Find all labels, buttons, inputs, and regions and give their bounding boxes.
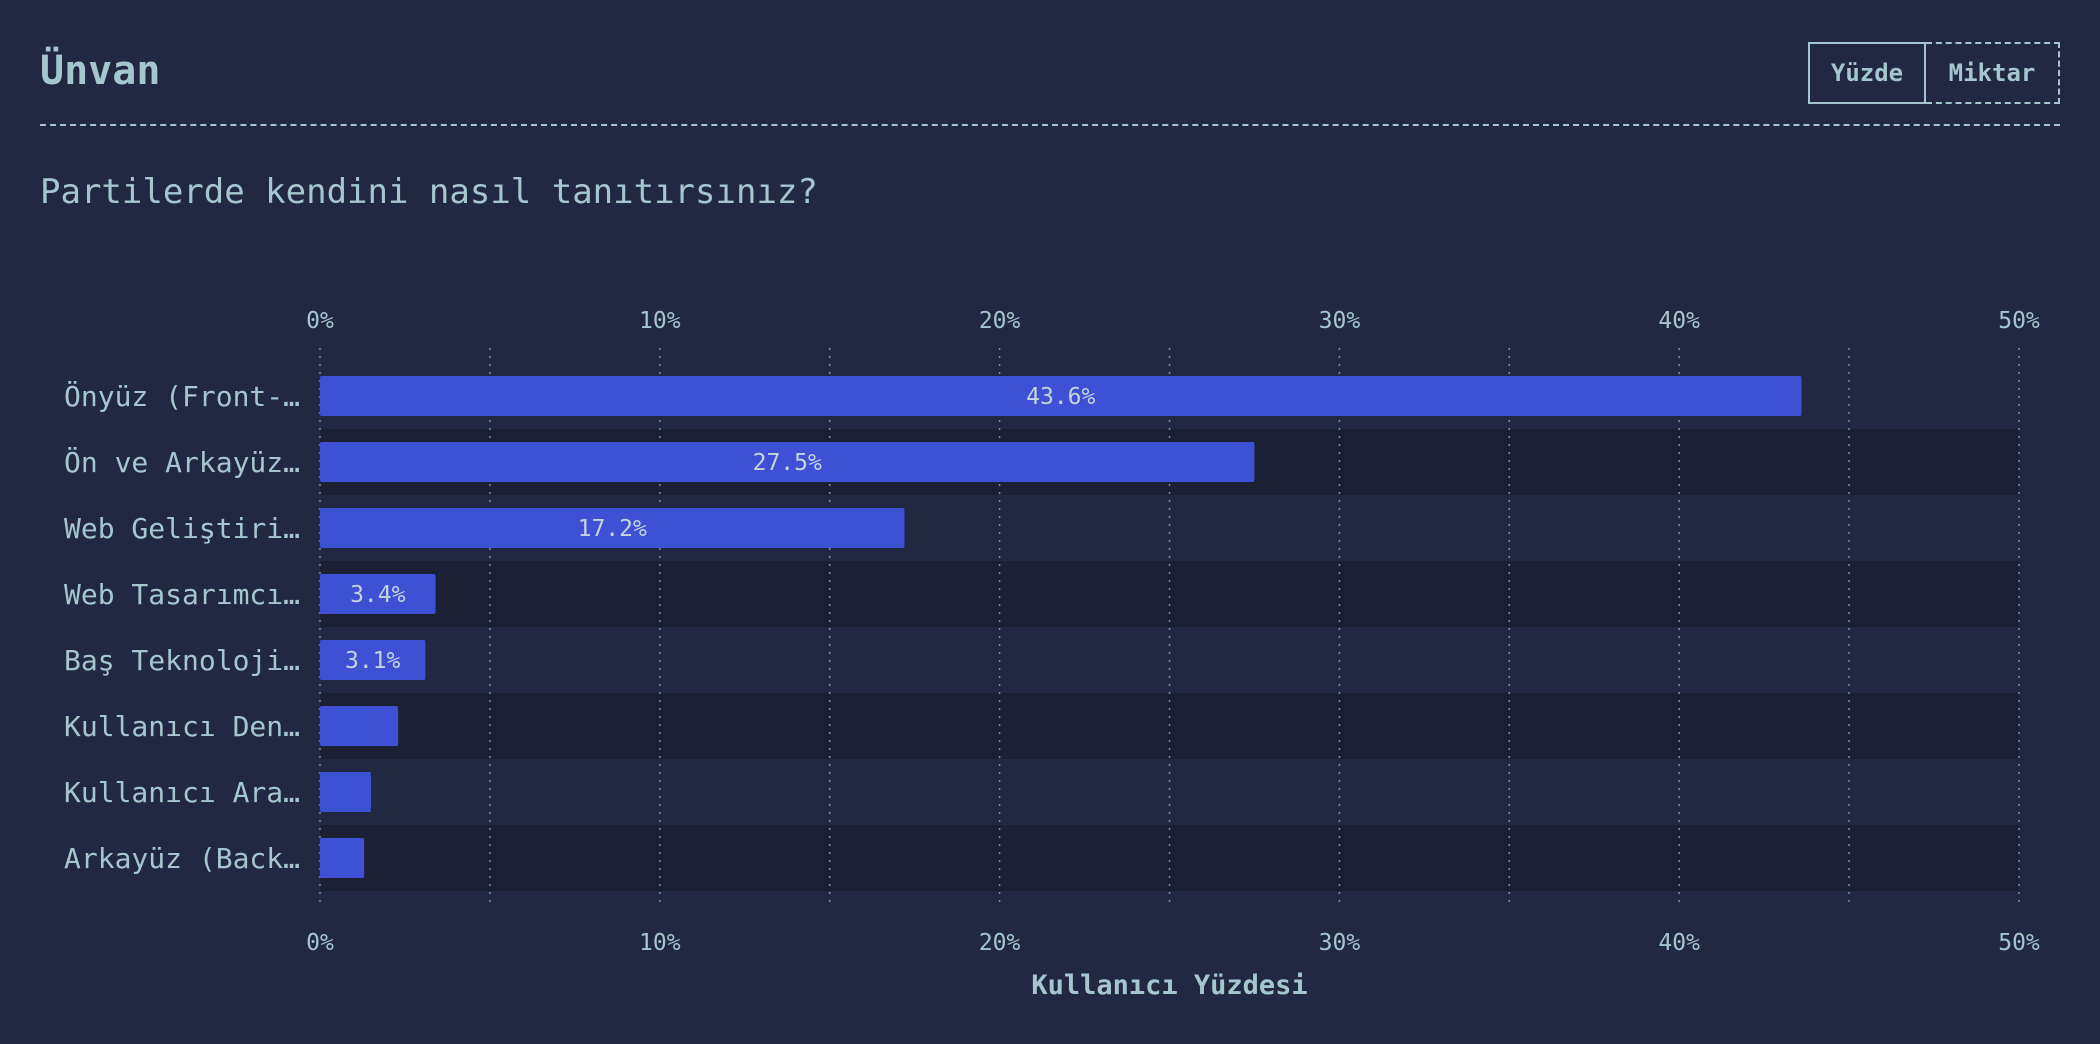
section-title: Ünvan bbox=[40, 48, 161, 94]
category-label: Ön ve Arkayüz… bbox=[64, 445, 300, 479]
row-band bbox=[320, 825, 2019, 891]
bar-value-label: 3.1% bbox=[345, 648, 401, 674]
bar-value-labels: 43.6% 27.5% 17.2% 3.4% 3.1% bbox=[345, 384, 1096, 674]
bottom-tick-label: 30% bbox=[1319, 930, 1361, 956]
bottom-tick-label: 10% bbox=[639, 930, 681, 956]
bar-value-label: 43.6% bbox=[1026, 384, 1095, 410]
category-label: Kullanıcı Ara… bbox=[64, 776, 300, 809]
top-tick-label: 10% bbox=[639, 308, 681, 334]
top-tick-label: 30% bbox=[1319, 308, 1361, 334]
bar bbox=[320, 640, 426, 680]
bottom-tick-label: 50% bbox=[1998, 930, 2040, 956]
category-label: Önyüz (Front-… bbox=[64, 379, 300, 413]
unit-toggle: Yüzde Miktar bbox=[1808, 42, 2060, 104]
bar bbox=[320, 442, 1255, 482]
bottom-axis-ticks: 0% 10% 20% 30% 40% 50% bbox=[306, 930, 2040, 956]
bottom-tick-label: 40% bbox=[1658, 930, 1700, 956]
percent-toggle-button[interactable]: Yüzde bbox=[1808, 42, 1926, 104]
x-axis-title: Kullanıcı Yüzdesi bbox=[1031, 970, 1307, 1001]
bars bbox=[320, 376, 1802, 878]
question-text: Partilerde kendini nasıl tanıtırsınız? bbox=[40, 172, 818, 212]
bar bbox=[320, 574, 436, 614]
bar-value-label: 27.5% bbox=[753, 450, 822, 476]
row-band bbox=[320, 561, 2019, 627]
category-label: Baş Teknoloji… bbox=[64, 644, 300, 677]
top-tick-label: 0% bbox=[306, 308, 334, 334]
section-header: Ünvan Yüzde Miktar bbox=[40, 40, 2060, 126]
bottom-tick-label: 0% bbox=[306, 930, 334, 956]
category-label: Kullanıcı Den… bbox=[64, 710, 300, 743]
bar bbox=[320, 508, 905, 548]
bar bbox=[320, 376, 1802, 416]
bar-value-label: 3.4% bbox=[350, 582, 406, 608]
bottom-tick-label: 20% bbox=[979, 930, 1021, 956]
bar bbox=[320, 772, 371, 812]
category-labels: Önyüz (Front-… Ön ve Arkayüz… Web Geliştir… bbox=[64, 379, 300, 875]
top-tick-label: 20% bbox=[979, 308, 1021, 334]
bar bbox=[320, 838, 365, 878]
category-label: Arkayüz (Back… bbox=[64, 842, 300, 875]
top-tick-label: 40% bbox=[1658, 308, 1700, 334]
top-tick-label: 50% bbox=[1998, 308, 2040, 334]
top-axis-ticks: 0% 10% 20% 30% 40% 50% bbox=[306, 308, 2040, 334]
count-toggle-button[interactable]: Miktar bbox=[1926, 42, 2060, 104]
bar-value-label: 17.2% bbox=[578, 516, 647, 542]
category-label: Web Tasarımcı… bbox=[64, 578, 300, 611]
category-label: Web Geliştiri… bbox=[64, 512, 300, 545]
bar bbox=[320, 706, 399, 746]
